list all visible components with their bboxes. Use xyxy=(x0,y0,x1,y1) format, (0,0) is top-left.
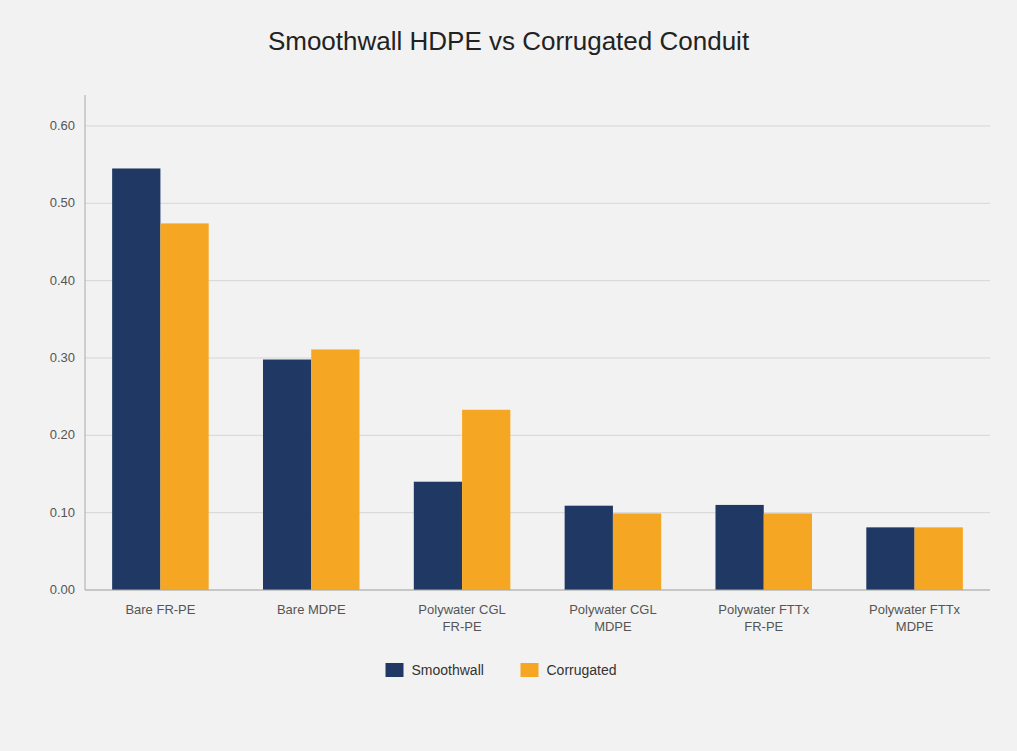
legend: Smoothwall Corrugated xyxy=(386,662,617,678)
bar xyxy=(715,505,763,590)
legend-label: Corrugated xyxy=(547,662,617,678)
legend-swatch xyxy=(386,663,404,677)
bar xyxy=(311,349,359,590)
x-tick-label: Polywater CGLFR-PE xyxy=(418,602,505,634)
bar xyxy=(414,482,462,590)
x-tick-label: Bare FR-PE xyxy=(125,602,195,617)
background xyxy=(0,0,1017,751)
x-tick-label: Polywater FTTxMDPE xyxy=(869,602,961,634)
bar xyxy=(160,223,208,590)
legend-label: Smoothwall xyxy=(412,662,484,678)
grid-line xyxy=(85,512,990,513)
legend-swatch xyxy=(521,663,539,677)
x-tick-label: Bare MDPE xyxy=(277,602,346,617)
grid-line xyxy=(85,125,990,126)
y-tick-label: 0.30 xyxy=(50,350,75,365)
bar xyxy=(764,513,812,590)
y-tick-label: 0.20 xyxy=(50,427,75,442)
bar xyxy=(462,410,510,590)
chart: Smoothwall HDPE vs Corrugated Conduit 0.0… xyxy=(0,0,1017,751)
bar xyxy=(263,360,311,590)
grid-line xyxy=(85,590,990,591)
bar xyxy=(112,168,160,590)
y-tick-label: 0.40 xyxy=(50,273,75,288)
bar xyxy=(565,506,613,590)
grid-line xyxy=(85,435,990,436)
grid-line xyxy=(85,357,990,358)
y-axis-line xyxy=(85,95,86,590)
grid-line xyxy=(85,280,990,281)
y-tick-label: 0.10 xyxy=(50,505,75,520)
y-tick-label: 0.50 xyxy=(50,195,75,210)
bar xyxy=(915,527,963,590)
x-tick-label: Polywater FTTxFR-PE xyxy=(718,602,810,634)
y-tick-label: 0.60 xyxy=(50,118,75,133)
bar xyxy=(866,527,914,590)
title: Smoothwall HDPE vs Corrugated Conduit xyxy=(268,26,750,56)
x-tick-label: Polywater CGLMDPE xyxy=(569,602,656,634)
x-axis-line xyxy=(85,590,990,591)
grid-line xyxy=(85,203,990,204)
bar xyxy=(613,513,661,590)
y-tick-label: 0.00 xyxy=(50,582,75,597)
bars xyxy=(112,168,963,590)
